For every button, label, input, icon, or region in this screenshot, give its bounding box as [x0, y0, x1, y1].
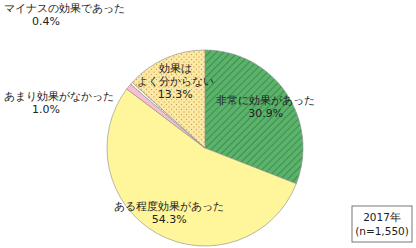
note-text: (n=1,550) — [355, 225, 409, 237]
data-label: 0.4% — [32, 15, 60, 28]
pie — [107, 50, 303, 246]
note-box: 2017年 (n=1,550) — [352, 206, 412, 242]
data-label: 1.0% — [32, 103, 60, 116]
data-label: 54.3% — [152, 213, 187, 226]
chart: 非常に効果があった30.9%ある程度効果があった54.3%あまり効果がなかった1… — [0, 0, 416, 248]
slice-label: あまり効果がなかった — [4, 90, 114, 103]
note-frame — [352, 206, 412, 242]
pie-slice — [132, 50, 205, 148]
slice-label: 効果はよく分からない — [137, 62, 214, 88]
slice-label: 非常に効果があった — [216, 94, 315, 107]
data-label: 13.3% — [158, 88, 193, 101]
labels: 非常に効果があった30.9%ある程度効果があった54.3%あまり効果がなかった1… — [4, 2, 315, 226]
data-label: 30.9% — [248, 107, 283, 120]
slice-label: マイナスの効果であった — [4, 2, 125, 15]
note-text: 2017年 — [363, 211, 401, 223]
slice-label: ある程度効果があった — [114, 200, 224, 213]
